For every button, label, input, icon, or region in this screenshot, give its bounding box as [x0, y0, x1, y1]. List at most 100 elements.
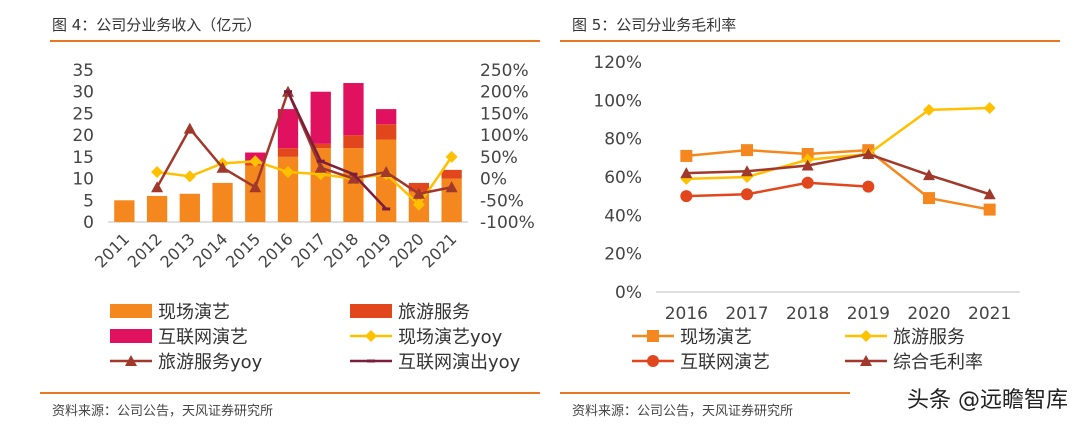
legend-marker [125, 355, 137, 366]
x-tick-label: 2019 [847, 304, 890, 324]
y-tick-label: 35 [72, 61, 94, 81]
legend-swatch [110, 329, 152, 343]
series-point [680, 190, 693, 203]
y-tick-label: 25 [72, 104, 94, 124]
x-tick-label: 2016 [665, 304, 708, 324]
series-line [686, 106, 990, 181]
series-point [680, 149, 693, 162]
legend-label: 现场演艺 [680, 327, 752, 348]
y-tick-label: 40% [604, 206, 642, 226]
series-point [412, 198, 425, 211]
bar-segment [310, 148, 331, 222]
y2-tick-label: 200% [480, 83, 529, 103]
x-tick-label: 2014 [189, 229, 231, 271]
bar-segment [114, 200, 135, 222]
series-line [156, 156, 453, 207]
series-point [983, 102, 996, 114]
y2-tick-label: 100% [480, 126, 529, 146]
series-point [923, 103, 935, 116]
legend-marker [647, 355, 659, 367]
legend-marker [367, 359, 375, 363]
bar-segment [310, 143, 331, 149]
series-point [801, 176, 814, 189]
series-point [284, 90, 292, 94]
bar-segment [212, 182, 233, 222]
legend-label: 现场演艺 [158, 302, 230, 323]
series-point [680, 167, 693, 179]
series-line [155, 88, 452, 196]
x-tick-label: 2019 [353, 229, 395, 271]
figure-5-panel: 图 5：公司分业务毛利率 120% 100% 80% 60% 40% 20% 0% 2016 2… [560, 0, 1080, 429]
figure-5-title: 图 5：公司分业务毛利率 [572, 16, 737, 34]
legend-swatch [350, 304, 392, 318]
y2-tick-label: 150% [480, 104, 529, 124]
series-point [923, 169, 935, 181]
bar-segment [408, 182, 430, 192]
legend-label: 旅游服务yoy [158, 352, 263, 373]
x-tick-label: 2017 [725, 304, 768, 324]
bar-segment [245, 165, 266, 222]
series-point [314, 161, 327, 173]
series-point [445, 181, 458, 193]
series-point [862, 148, 875, 159]
y2-tick-label: -100% [480, 213, 535, 233]
y-tick-label: 15 [72, 148, 94, 168]
series-point [801, 159, 814, 171]
series-point [249, 181, 262, 193]
x-tick-label: 2021 [968, 304, 1011, 324]
legend-label: 互联网演出yoy [398, 352, 521, 373]
series-point [741, 165, 753, 177]
bar-segment [343, 148, 364, 222]
y2-tick-label: 250% [480, 61, 529, 81]
x-tick-label: 2013 [156, 229, 198, 271]
series-point [923, 192, 935, 205]
x-tick-label: 2012 [124, 229, 166, 271]
series-point [412, 187, 425, 199]
bar-segment [310, 91, 331, 144]
series-point [349, 172, 358, 176]
series-point [216, 161, 229, 173]
x-tick-label: 2020 [907, 304, 950, 324]
bar-segment [179, 193, 200, 222]
x-tick-label: 2018 [320, 229, 362, 271]
series-point [380, 166, 393, 178]
figure-5-bottom-rule [560, 392, 850, 394]
y-tick-label: 20% [604, 245, 642, 265]
figure-4-top-rule [50, 40, 540, 42]
figure-5-source: 资料来源：公司公告，天风证券研究所 [572, 404, 794, 419]
series-point [983, 203, 996, 216]
x-tick-label: 2018 [786, 304, 829, 324]
legend-label: 综合毛利率 [893, 352, 983, 373]
y-tick-label: 5 [83, 191, 94, 211]
y-tick-label: 20 [72, 126, 94, 146]
y-tick-label: 0 [83, 213, 94, 233]
legend-swatch [110, 304, 152, 318]
legend-marker [860, 355, 872, 366]
figure-5-top-rule [560, 40, 1060, 42]
bar-segment [376, 139, 397, 222]
figure-4-bottom-rule [40, 392, 540, 394]
figure-4-chart: 35302520151050250%200%150%100%50%0%-50%-… [72, 60, 535, 373]
bar-segment [146, 195, 168, 222]
series-point [862, 180, 875, 193]
bar-segment [376, 109, 397, 125]
series-point [983, 188, 996, 200]
series-line [686, 181, 869, 198]
legend-marker [647, 330, 659, 342]
x-tick-label: 2015 [222, 229, 264, 271]
x-tick-label: 2017 [287, 229, 329, 271]
series-point [249, 155, 262, 168]
bar-segment [441, 169, 462, 179]
series-line [686, 148, 990, 211]
series-point [741, 144, 753, 157]
series-point [151, 181, 164, 193]
series-point [316, 159, 325, 163]
figure-4-source: 资料来源：公司公告，天风证券研究所 [52, 404, 274, 419]
legend-label: 旅游服务 [893, 327, 965, 348]
series-point [183, 122, 196, 134]
x-tick-label: 2016 [255, 229, 297, 271]
series-line [686, 152, 991, 196]
series-point [151, 166, 164, 179]
bar-segment [277, 148, 299, 157]
series-point [741, 188, 753, 201]
